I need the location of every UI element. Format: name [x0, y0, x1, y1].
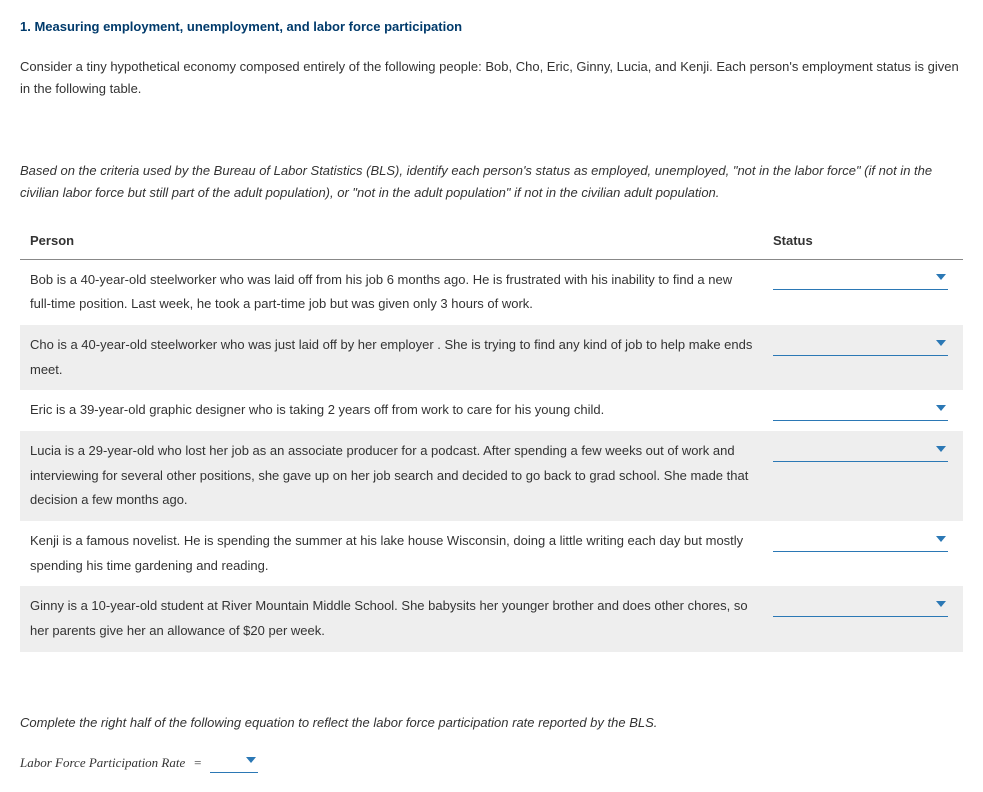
table-row: Bob is a 40-year-old steelworker who was… [20, 259, 963, 325]
equation-instructions: Complete the right half of the following… [20, 712, 963, 734]
person-description: Kenji is a famous novelist. He is spendi… [20, 521, 763, 586]
status-dropdown[interactable] [773, 336, 948, 356]
status-cell [763, 259, 963, 325]
status-cell [763, 431, 963, 521]
equation-label: Labor Force Participation Rate [20, 752, 185, 774]
col-header-person: Person [20, 224, 763, 259]
status-dropdown[interactable] [773, 401, 948, 421]
table-row: Lucia is a 29-year-old who lost her job … [20, 431, 963, 521]
status-cell [763, 586, 963, 651]
status-dropdown[interactable] [773, 532, 948, 552]
status-table: Person Status Bob is a 40-year-old steel… [20, 224, 963, 651]
status-cell [763, 325, 963, 390]
chevron-down-icon [246, 757, 256, 765]
chevron-down-icon [936, 340, 946, 348]
table-row: Kenji is a famous novelist. He is spendi… [20, 521, 963, 586]
person-description: Bob is a 40-year-old steelworker who was… [20, 259, 763, 325]
intro-text: Consider a tiny hypothetical economy com… [20, 56, 963, 100]
status-dropdown[interactable] [773, 442, 948, 462]
chevron-down-icon [936, 405, 946, 413]
equation-line: Labor Force Participation Rate = [20, 752, 963, 774]
person-description: Eric is a 39-year-old graphic designer w… [20, 390, 763, 431]
equation-dropdown[interactable] [210, 753, 258, 773]
person-description: Cho is a 40-year-old steelworker who was… [20, 325, 763, 390]
chevron-down-icon [936, 446, 946, 454]
status-cell [763, 521, 963, 586]
instructions-text: Based on the criteria used by the Bureau… [20, 160, 963, 204]
person-description: Lucia is a 29-year-old who lost her job … [20, 431, 763, 521]
table-row: Cho is a 40-year-old steelworker who was… [20, 325, 963, 390]
status-cell [763, 390, 963, 431]
person-description: Ginny is a 10-year-old student at River … [20, 586, 763, 651]
status-dropdown[interactable] [773, 270, 948, 290]
chevron-down-icon [936, 536, 946, 544]
chevron-down-icon [936, 274, 946, 282]
col-header-status: Status [763, 224, 963, 259]
status-dropdown[interactable] [773, 597, 948, 617]
equals-sign: = [193, 752, 202, 774]
question-title: 1. Measuring employment, unemployment, a… [20, 16, 963, 38]
chevron-down-icon [936, 601, 946, 609]
table-row: Eric is a 39-year-old graphic designer w… [20, 390, 963, 431]
table-row: Ginny is a 10-year-old student at River … [20, 586, 963, 651]
